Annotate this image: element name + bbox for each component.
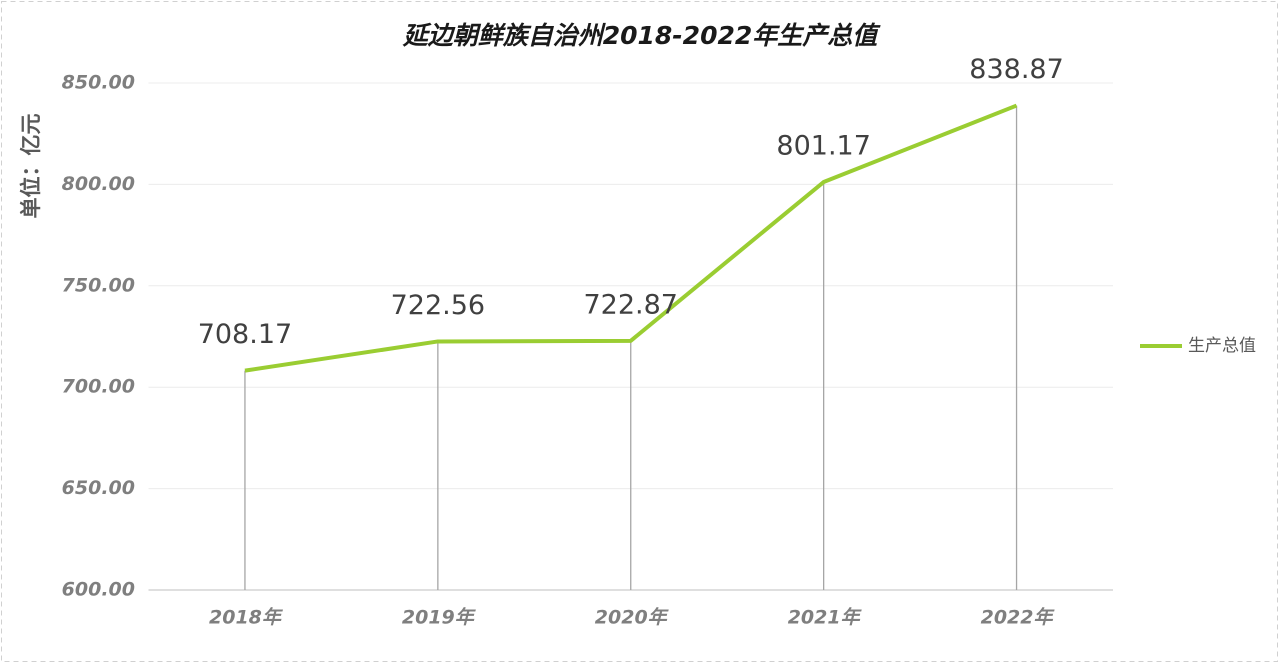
chart-title: 延边朝鲜族自治州2018-2022年生产总值 [402,21,882,50]
y-axis-label: 单位：亿元 [19,114,43,219]
x-tick-label: 2019年 [402,607,477,629]
data-label: 722.56 [391,290,485,321]
y-tick-label: 750.00 [62,274,135,296]
data-label: 708.17 [198,319,292,350]
x-tick-label: 2022年 [981,607,1056,629]
y-tick-label: 700.00 [62,376,135,398]
legend-label: 生产总值 [1188,336,1256,356]
y-tick-label: 650.00 [62,477,135,499]
x-tick-label: 2021年 [788,607,863,629]
data-label: 838.87 [969,54,1063,85]
y-tick-label: 850.00 [62,72,135,94]
data-label: 722.87 [584,289,678,320]
data-label: 801.17 [776,131,870,162]
series-line [244,103,1018,373]
x-tick-label: 2018年 [209,607,284,629]
y-tick-label: 800.00 [62,173,135,195]
x-tick-label: 2020年 [595,607,670,629]
y-tick-label: 600.00 [62,579,135,601]
